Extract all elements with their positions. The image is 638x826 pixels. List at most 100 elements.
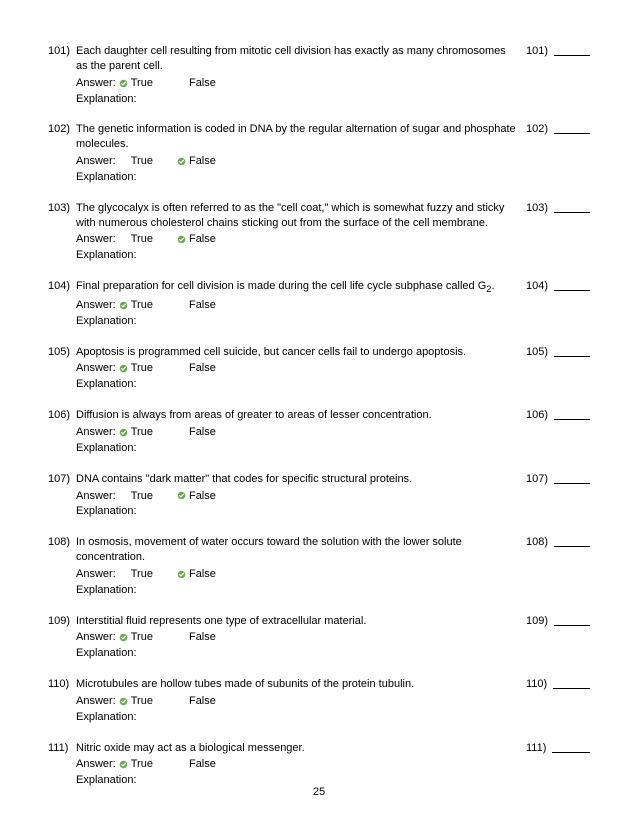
question-body: Nitric oxide may act as a biological mes…	[76, 741, 526, 789]
right-number: 104)	[526, 279, 548, 294]
answer-blank[interactable]	[554, 279, 590, 291]
option-false: False	[177, 298, 216, 313]
question-left: 108)In osmosis, movement of water occurs…	[48, 535, 526, 597]
question-body: Interstitial fluid represents one type o…	[76, 614, 526, 662]
question-body: Each daughter cell resulting from mitoti…	[76, 44, 526, 106]
question-number: 110)	[48, 677, 76, 725]
explanation-label: Explanation:	[76, 441, 518, 456]
question-right: 107)	[526, 472, 590, 520]
answer-blank[interactable]	[554, 122, 590, 134]
question: 111)Nitric oxide may act as a biological…	[48, 741, 590, 789]
explanation-label: Explanation:	[76, 248, 518, 263]
answer-blank[interactable]	[554, 472, 590, 484]
answer-blank[interactable]	[554, 201, 590, 213]
question-body: In osmosis, movement of water occurs tow…	[76, 535, 526, 597]
check-icon	[119, 697, 128, 706]
right-number: 102)	[526, 122, 548, 137]
answer-row: Answer:TrueFalse	[76, 694, 518, 709]
check-icon	[177, 157, 186, 166]
answer-blank[interactable]	[552, 741, 590, 753]
false-label: False	[189, 489, 216, 504]
answer-blank[interactable]	[554, 44, 590, 56]
option-false: False	[177, 489, 216, 504]
option-false: False	[177, 757, 216, 772]
question-number: 105)	[48, 345, 76, 393]
answer-label: Answer:	[76, 489, 116, 504]
question-body: Microtubules are hollow tubes made of su…	[76, 677, 526, 725]
true-label: True	[131, 154, 153, 169]
question-text: Interstitial fluid represents one type o…	[76, 614, 518, 629]
answer-label: Answer:	[76, 567, 116, 582]
question-number: 106)	[48, 408, 76, 456]
page-number: 25	[0, 786, 638, 798]
question-text: Final preparation for cell division is m…	[76, 279, 518, 296]
explanation-label: Explanation:	[76, 170, 518, 185]
question-body: Diffusion is always from areas of greate…	[76, 408, 526, 456]
answer-blank[interactable]	[554, 345, 590, 357]
question-left: 101)Each daughter cell resulting from mi…	[48, 44, 526, 106]
question-right: 103)	[526, 201, 590, 263]
check-icon	[177, 301, 186, 310]
check-icon	[119, 633, 128, 642]
question-number: 108)	[48, 535, 76, 597]
true-label: True	[131, 425, 153, 440]
option-false: False	[177, 76, 216, 91]
check-icon	[177, 364, 186, 373]
question-left: 106)Diffusion is always from areas of gr…	[48, 408, 526, 456]
check-icon	[119, 428, 128, 437]
check-icon	[119, 157, 128, 166]
answer-blank[interactable]	[554, 408, 590, 420]
question: 102)The genetic information is coded in …	[48, 122, 590, 184]
true-label: True	[131, 567, 153, 582]
question-right: 110)	[526, 677, 590, 725]
check-icon	[177, 633, 186, 642]
right-number: 101)	[526, 44, 548, 59]
answer-blank[interactable]	[554, 614, 590, 626]
check-icon	[119, 364, 128, 373]
question-right: 108)	[526, 535, 590, 597]
check-icon	[119, 570, 128, 579]
explanation-label: Explanation:	[76, 710, 518, 725]
false-label: False	[189, 757, 216, 772]
option-true: True	[119, 567, 153, 582]
question: 104) Final preparation for cell division …	[48, 279, 590, 328]
question-body: Final preparation for cell division is m…	[76, 279, 526, 328]
question-right: 102)	[526, 122, 590, 184]
check-icon	[177, 697, 186, 706]
check-icon	[177, 760, 186, 769]
right-number: 111)	[526, 741, 546, 756]
question-text: Microtubules are hollow tubes made of su…	[76, 677, 518, 692]
question: 107)DNA contains "dark matter" that code…	[48, 472, 590, 520]
question-number: 103)	[48, 201, 76, 263]
answer-blank[interactable]	[553, 677, 590, 689]
question-text: In osmosis, movement of water occurs tow…	[76, 535, 518, 565]
answer-blank[interactable]	[554, 535, 590, 547]
explanation-label: Explanation:	[76, 377, 518, 392]
right-number: 110)	[526, 677, 547, 692]
answer-label: Answer:	[76, 76, 116, 91]
false-label: False	[189, 298, 216, 313]
true-label: True	[131, 76, 153, 91]
answer-row: Answer:TrueFalse	[76, 298, 518, 313]
question-left: 107)DNA contains "dark matter" that code…	[48, 472, 526, 520]
check-icon	[177, 428, 186, 437]
answer-label: Answer:	[76, 361, 116, 376]
check-icon	[119, 491, 128, 500]
question: 108)In osmosis, movement of water occurs…	[48, 535, 590, 597]
false-label: False	[189, 232, 216, 247]
check-icon	[177, 79, 186, 88]
right-number: 105)	[526, 345, 548, 360]
question-right: 105)	[526, 345, 590, 393]
option-true: True	[119, 757, 153, 772]
question-left: 110)Microtubules are hollow tubes made o…	[48, 677, 526, 725]
right-number: 107)	[526, 472, 548, 487]
answer-row: Answer:TrueFalse	[76, 425, 518, 440]
false-label: False	[189, 567, 216, 582]
answer-label: Answer:	[76, 232, 116, 247]
question: 110)Microtubules are hollow tubes made o…	[48, 677, 590, 725]
question: 103)The glycocalyx is often referred to …	[48, 201, 590, 263]
false-label: False	[189, 630, 216, 645]
true-label: True	[131, 232, 153, 247]
questions-container: 101)Each daughter cell resulting from mi…	[48, 44, 590, 788]
question-body: DNA contains "dark matter" that codes fo…	[76, 472, 526, 520]
